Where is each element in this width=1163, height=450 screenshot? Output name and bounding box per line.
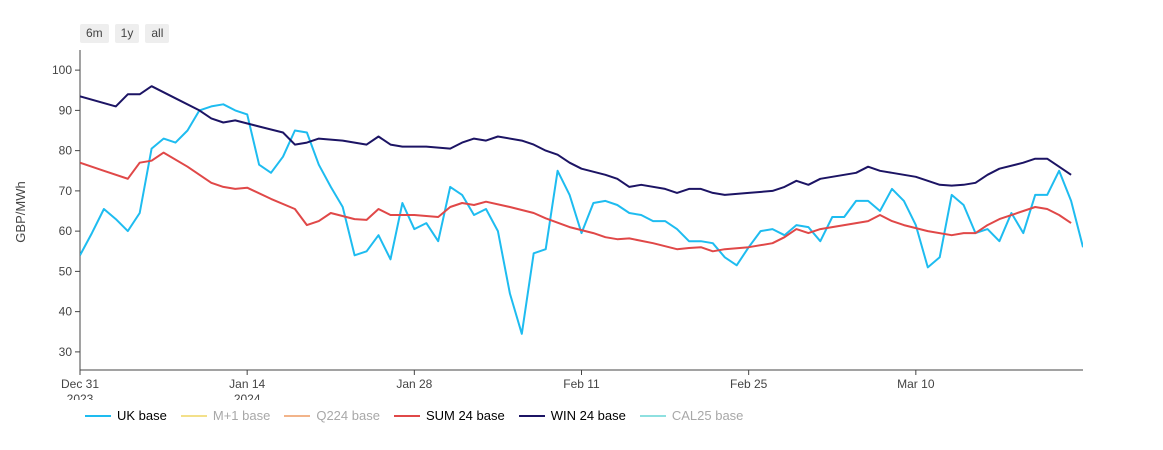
legend-swatch xyxy=(284,414,311,417)
legend-label: M+1 base xyxy=(212,408,271,423)
legend-label: UK base xyxy=(117,408,167,423)
y-axis-title: GBP/MWh xyxy=(13,181,28,242)
x-axis-label-mask xyxy=(0,400,1163,408)
series-line-win24-base xyxy=(80,85,1072,196)
y-tick-label: 100 xyxy=(52,63,72,77)
legend-swatch xyxy=(518,414,545,417)
y-tick-label: 70 xyxy=(59,184,73,198)
x-tick-label: Feb 25 xyxy=(730,377,768,391)
series-line-sum24-base xyxy=(80,151,1072,253)
x-tick-label: Feb 11 xyxy=(563,377,600,391)
range-selector: 6m 1y all xyxy=(80,24,170,43)
range-button-all[interactable]: all xyxy=(145,24,170,43)
legend-item-q224-base[interactable]: Q224 base xyxy=(284,408,380,423)
series-line-uk-base xyxy=(80,103,1083,335)
x-tick-label: Dec 31 xyxy=(61,377,99,391)
y-tick-label: 40 xyxy=(59,305,73,319)
legend-item-m1-base[interactable]: M+1 base xyxy=(180,408,271,423)
legend-item-win24-base[interactable]: WIN 24 base xyxy=(518,408,626,423)
legend-label: WIN 24 base xyxy=(550,408,626,423)
legend-swatch xyxy=(639,414,666,417)
x-tick-label: Jan 28 xyxy=(396,377,432,391)
legend-swatch xyxy=(180,414,207,417)
legend-label: SUM 24 base xyxy=(425,408,505,423)
y-tick-label: 90 xyxy=(59,103,73,117)
legend-item-sum24-base[interactable]: SUM 24 base xyxy=(393,408,505,423)
x-tick-label: Mar 10 xyxy=(897,377,935,391)
y-tick-label: 60 xyxy=(59,224,73,238)
y-tick-label: 50 xyxy=(59,264,73,278)
y-tick-label: 30 xyxy=(59,345,73,359)
legend-swatch xyxy=(393,414,420,417)
legend-item-cal25-base[interactable]: CAL25 base xyxy=(639,408,744,423)
range-button-1y[interactable]: 1y xyxy=(114,24,140,43)
chart-legend: UK base M+1 base Q224 base SUM 24 base WIN 2… xyxy=(85,408,743,423)
x-tick-label: Jan 14 xyxy=(229,377,265,391)
y-tick-label: 80 xyxy=(59,144,73,158)
range-button-6m[interactable]: 6m xyxy=(80,24,109,43)
legend-item-uk-base[interactable]: UK base xyxy=(85,408,167,423)
legend-swatch xyxy=(85,414,111,417)
legend-label: CAL25 base xyxy=(671,408,744,423)
legend-label: Q224 base xyxy=(316,408,380,423)
